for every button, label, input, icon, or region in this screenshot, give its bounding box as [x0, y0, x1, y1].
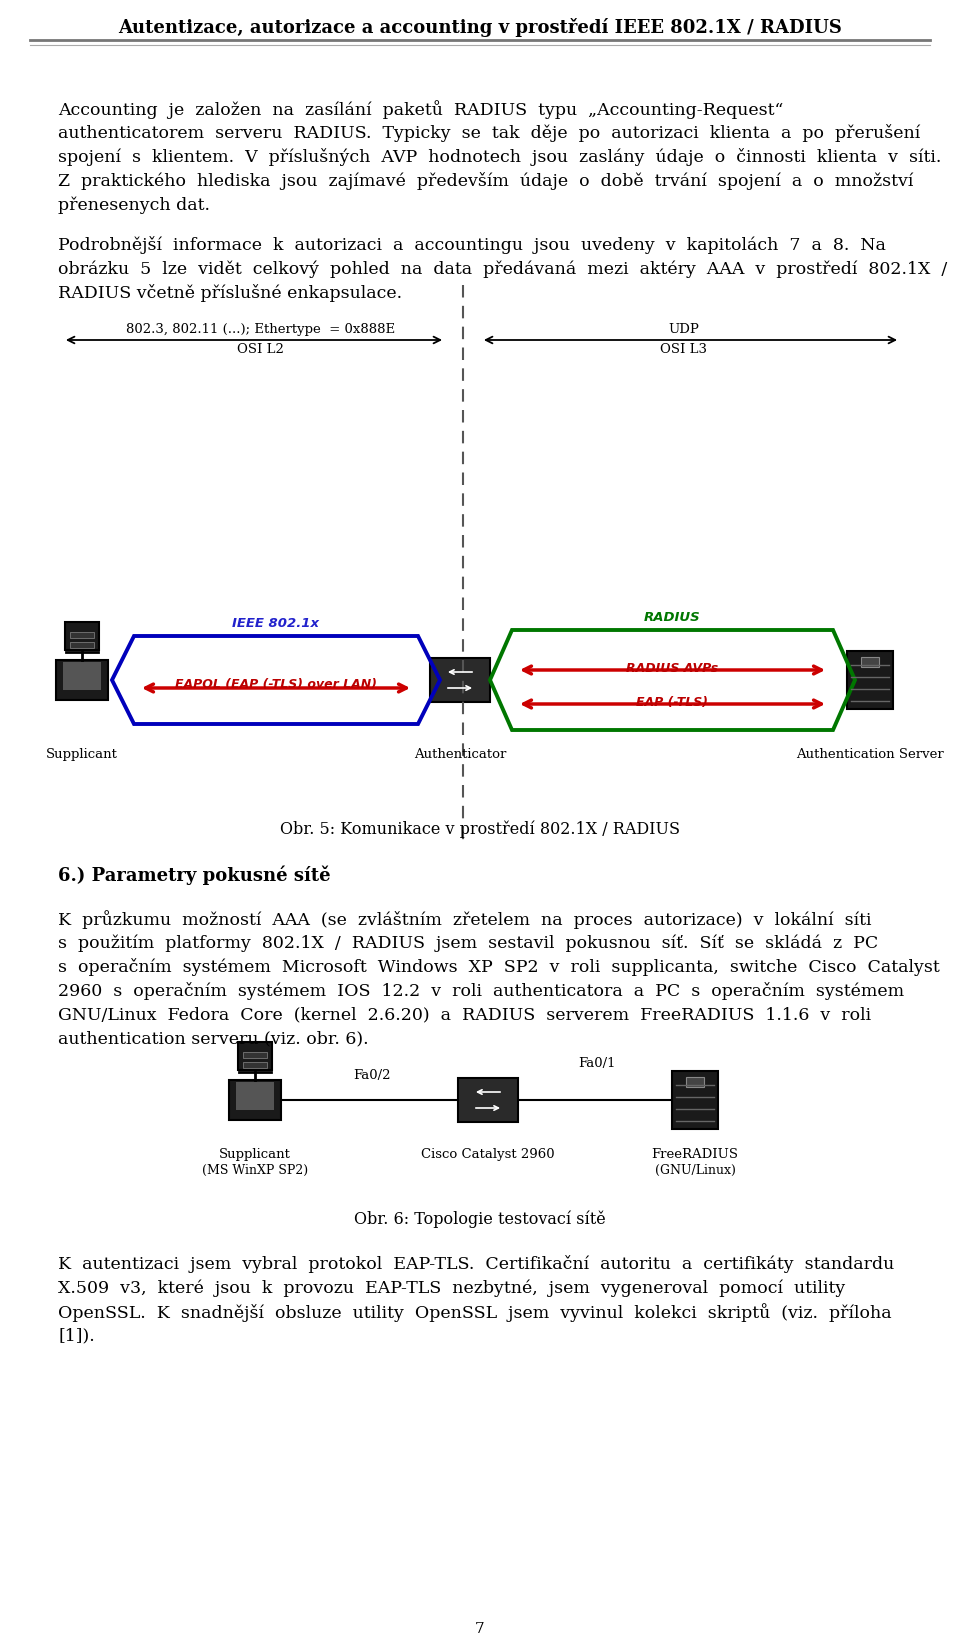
Text: 2960  s  operačním  systémem  IOS  12.2  v  roli  authenticatora  a  PC  s  oper: 2960 s operačním systémem IOS 12.2 v rol… — [58, 982, 904, 1000]
Text: Authenticator: Authenticator — [414, 749, 506, 760]
FancyBboxPatch shape — [458, 1079, 518, 1121]
FancyBboxPatch shape — [672, 1071, 718, 1130]
Text: Authentication Server: Authentication Server — [796, 749, 944, 760]
FancyBboxPatch shape — [686, 1077, 704, 1087]
Text: Podrobnější  informace  k  autorizaci  a  accountingu  jsou  uvedeny  v  kapitol: Podrobnější informace k autorizaci a acc… — [58, 236, 886, 255]
Text: s  operačním  systémem  Microsoft  Windows  XP  SP2  v  roli  supplicanta,  swit: s operačním systémem Microsoft Windows X… — [58, 957, 940, 975]
FancyBboxPatch shape — [65, 622, 99, 650]
FancyBboxPatch shape — [238, 1043, 272, 1071]
FancyBboxPatch shape — [847, 650, 893, 709]
Text: RADIUS AVPs: RADIUS AVPs — [626, 662, 719, 675]
FancyBboxPatch shape — [70, 632, 94, 639]
Text: 6.) Parametry pokusné sítě: 6.) Parametry pokusné sítě — [58, 865, 330, 885]
FancyBboxPatch shape — [63, 662, 101, 690]
Text: 802.3, 802.11 (...); Ethertype  = 0x888E: 802.3, 802.11 (...); Ethertype = 0x888E — [126, 323, 396, 337]
Text: (MS WinXP SP2): (MS WinXP SP2) — [202, 1164, 308, 1177]
Text: 7: 7 — [475, 1622, 485, 1635]
Text: IEEE 802.1x: IEEE 802.1x — [232, 617, 320, 631]
Text: RADIUS: RADIUS — [644, 611, 701, 624]
Text: K  průzkumu  možností  AAA  (se  zvláštním  zřetelem  na  proces  autorizace)  v: K průzkumu možností AAA (se zvláštním zř… — [58, 910, 872, 929]
FancyBboxPatch shape — [243, 1062, 267, 1067]
FancyBboxPatch shape — [430, 658, 490, 703]
FancyBboxPatch shape — [70, 642, 94, 649]
Text: GNU/Linux  Fedora  Core  (kernel  2.6.20)  a  RADIUS  serverem  FreeRADIUS  1.1.: GNU/Linux Fedora Core (kernel 2.6.20) a … — [58, 1007, 871, 1023]
Text: OpenSSL.  K  snadnější  obsluze  utility  OpenSSL  jsem  vyvinul  kolekci  skrip: OpenSSL. K snadnější obsluze utility Ope… — [58, 1304, 892, 1322]
FancyBboxPatch shape — [56, 660, 108, 699]
Text: UDP: UDP — [668, 323, 700, 337]
Text: (GNU/Linux): (GNU/Linux) — [655, 1164, 735, 1177]
Text: Supplicant: Supplicant — [46, 749, 118, 760]
Text: authentication serveru (viz. obr. 6).: authentication serveru (viz. obr. 6). — [58, 1030, 369, 1048]
Text: OSI L2: OSI L2 — [237, 343, 284, 356]
FancyBboxPatch shape — [236, 1082, 274, 1110]
Text: Obr. 6: Topologie testovací sítě: Obr. 6: Topologie testovací sítě — [354, 1210, 606, 1228]
Text: RADIUS včetně příslušné enkapsulace.: RADIUS včetně příslušné enkapsulace. — [58, 284, 402, 302]
Text: X.509  v3,  které  jsou  k  provozu  EAP-TLS  nezbytné,  jsem  vygeneroval  pomo: X.509 v3, které jsou k provozu EAP-TLS n… — [58, 1279, 845, 1297]
Text: [1]).: [1]). — [58, 1327, 95, 1345]
Text: EAPOL (EAP (-TLS) over LAN): EAPOL (EAP (-TLS) over LAN) — [175, 678, 377, 691]
Text: OSI L3: OSI L3 — [660, 343, 708, 356]
Text: spojení  s  klientem.  V  příslušných  AVP  hodnotech  jsou  zaslány  údaje  o  : spojení s klientem. V příslušných AVP ho… — [58, 148, 942, 166]
FancyBboxPatch shape — [861, 657, 879, 667]
Text: přenesenych dat.: přenesenych dat. — [58, 195, 210, 213]
Text: K  autentizaci  jsem  vybral  protokol  EAP-TLS.  Certifikační  autoritu  a  cer: K autentizaci jsem vybral protokol EAP-T… — [58, 1254, 895, 1273]
Text: Z  praktického  hlediska  jsou  zajímavé  především  údaje  o  době  trvání  spo: Z praktického hlediska jsou zajímavé pře… — [58, 172, 913, 190]
Text: Fa0/1: Fa0/1 — [578, 1057, 615, 1071]
Text: Accounting  je  založen  na  zasílání  paketů  RADIUS  typu  „Accounting-Request: Accounting je založen na zasílání paketů… — [58, 100, 783, 118]
Text: obrázku  5  lze  vidět  celkový  pohled  na  data  předávaná  mezi  aktéry  AAA : obrázku 5 lze vidět celkový pohled na da… — [58, 259, 948, 277]
FancyBboxPatch shape — [229, 1080, 281, 1120]
Text: Autentizace, autorizace a accounting v prostředí IEEE 802.1X / RADIUS: Autentizace, autorizace a accounting v p… — [118, 18, 842, 38]
Text: authenticatorem  serveru  RADIUS.  Typicky  se  tak  děje  po  autorizaci  klien: authenticatorem serveru RADIUS. Typicky … — [58, 125, 921, 141]
Text: s  použitím  platformy  802.1X  /  RADIUS  jsem  sestavil  pokusnou  síť.  Síť  : s použitím platformy 802.1X / RADIUS jse… — [58, 934, 878, 951]
Text: Cisco Catalyst 2960: Cisco Catalyst 2960 — [421, 1148, 555, 1161]
Text: FreeRADIUS: FreeRADIUS — [652, 1148, 738, 1161]
Text: EAP (-TLS): EAP (-TLS) — [636, 696, 708, 709]
Text: Supplicant: Supplicant — [219, 1148, 291, 1161]
Text: Fa0/2: Fa0/2 — [352, 1069, 391, 1082]
FancyBboxPatch shape — [243, 1053, 267, 1057]
Text: Obr. 5: Komunikace v prostředí 802.1X / RADIUS: Obr. 5: Komunikace v prostředí 802.1X / … — [280, 819, 680, 837]
